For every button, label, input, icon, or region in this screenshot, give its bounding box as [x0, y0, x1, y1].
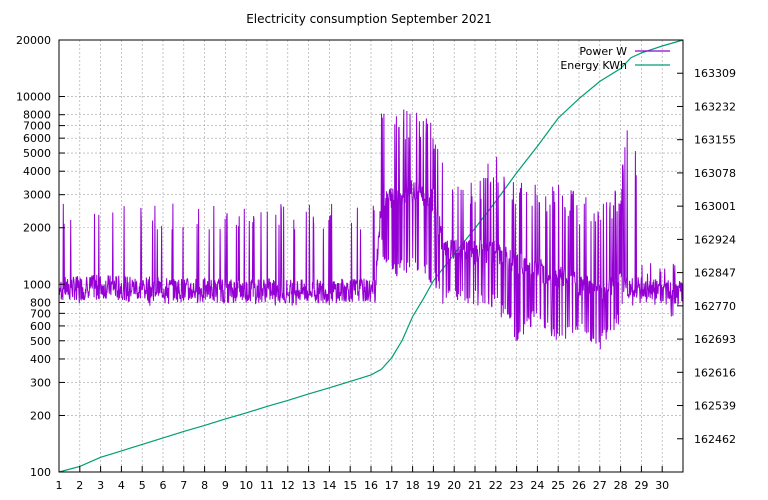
- energy-series: [58, 39, 684, 473]
- x-tick-label: 29: [634, 479, 648, 492]
- y-tick-label: 6000: [23, 132, 51, 145]
- x-tick-label: 21: [468, 479, 482, 492]
- x-tick-label: 28: [614, 479, 628, 492]
- x-tick-label: 17: [385, 479, 399, 492]
- x-tick-label: 14: [322, 479, 336, 492]
- y2-tick-label: 162770: [694, 300, 736, 313]
- x-tick-label: 4: [118, 479, 125, 492]
- x-tick-label: 5: [139, 479, 146, 492]
- y2-tick-label: 162616: [694, 366, 736, 379]
- x-tick-label: 12: [281, 479, 295, 492]
- x-tick-label: 16: [364, 479, 378, 492]
- y-tick-label: 100: [30, 466, 51, 479]
- y2-tick-label: 162693: [694, 333, 736, 346]
- x-tick-label: 30: [655, 479, 669, 492]
- chart-title: Electricity consumption September 2021: [246, 12, 492, 26]
- y2-tick-label: 163232: [694, 100, 736, 113]
- x-tick-label: 19: [426, 479, 440, 492]
- x-tick-label: 2: [76, 479, 83, 492]
- y-tick-label: 200: [30, 409, 51, 422]
- y2-tick-label: 163309: [694, 67, 736, 80]
- y2-tick-label: 162462: [694, 433, 736, 446]
- x-tick-label: 8: [201, 479, 208, 492]
- grid: [58, 39, 683, 473]
- x-tick-label: 22: [489, 479, 503, 492]
- y-tick-label: 8000: [23, 109, 51, 122]
- y2-tick-label: 162539: [694, 400, 736, 413]
- x-tick-label: 9: [222, 479, 229, 492]
- x-tick-label: 7: [180, 479, 187, 492]
- legend-label: Energy KWh: [560, 59, 627, 72]
- legend-label: Power W: [579, 45, 627, 58]
- y-tick-label: 4000: [23, 165, 51, 178]
- x-tick-label: 3: [97, 479, 104, 492]
- y-tick-label: 20000: [16, 34, 51, 47]
- x-tick-label: 11: [260, 479, 274, 492]
- y2-tick-label: 163155: [694, 134, 736, 147]
- y-tick-label: 5000: [23, 147, 51, 160]
- x-tick-label: 18: [406, 479, 420, 492]
- energy-kwh-line: [58, 39, 684, 473]
- y-tick-label: 2000: [23, 222, 51, 235]
- x-tick-label: 23: [510, 479, 524, 492]
- y-tick-label: 7000: [23, 120, 51, 133]
- x-tick-label: 24: [530, 479, 544, 492]
- y-tick-label: 800: [30, 296, 51, 309]
- y-tick-label: 300: [30, 376, 51, 389]
- x-tick-label: 10: [239, 479, 253, 492]
- plot-frame: [58, 39, 684, 473]
- power-w-line: [58, 109, 684, 350]
- x-tick-label: 1: [56, 479, 63, 492]
- y2-tick-label: 163078: [694, 167, 736, 180]
- y-tick-label: 10000: [16, 91, 51, 104]
- x-tick-label: 26: [572, 479, 586, 492]
- y-tick-label: 3000: [23, 189, 51, 202]
- x-tick-label: 13: [302, 479, 316, 492]
- x-tick-label: 27: [593, 479, 607, 492]
- y2-tick-label: 162847: [694, 267, 736, 280]
- y2-tick-label: 162924: [694, 233, 736, 246]
- x-tick-label: 25: [551, 479, 565, 492]
- x-tick-label: 15: [343, 479, 357, 492]
- y-tick-label: 500: [30, 335, 51, 348]
- y-tick-label: 700: [30, 307, 51, 320]
- x-tick-label: 20: [447, 479, 461, 492]
- y-tick-label: 1000: [23, 278, 51, 291]
- y-tick-label: 400: [30, 353, 51, 366]
- x-tick-label: 6: [160, 479, 167, 492]
- y-tick-label: 600: [30, 320, 51, 333]
- power-series: [58, 109, 684, 350]
- y2-tick-label: 163001: [694, 200, 736, 213]
